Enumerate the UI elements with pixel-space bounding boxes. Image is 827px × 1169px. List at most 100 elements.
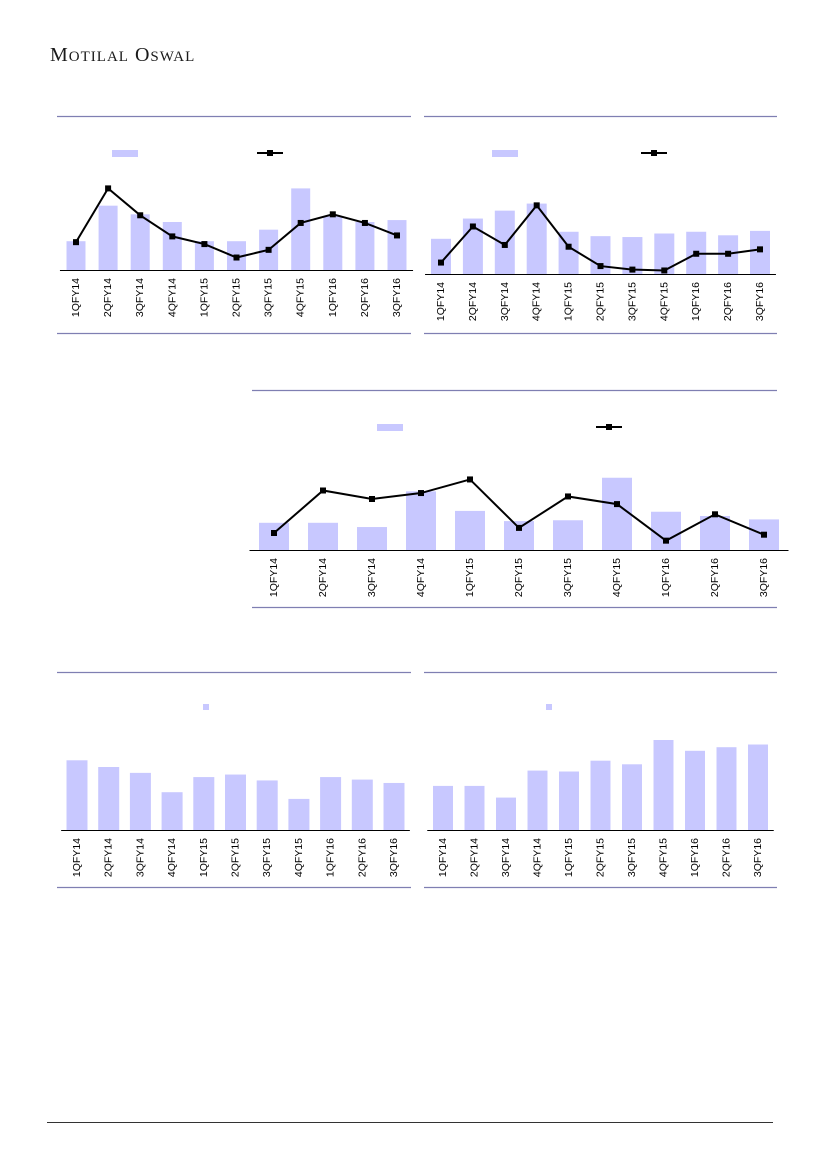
line-point bbox=[565, 493, 571, 500]
line-point bbox=[137, 212, 144, 219]
legend-line-marker bbox=[267, 150, 273, 156]
x-tick-label: 3QFY16 bbox=[391, 278, 403, 317]
line-point bbox=[533, 202, 540, 209]
bar bbox=[259, 522, 289, 550]
x-tick-label: 3QFY15 bbox=[626, 838, 638, 877]
x-tick-label: 4QFY15 bbox=[658, 838, 670, 877]
chart-panel-4: 1QFY14 2QFY14 3QFY14 4QFY14 1QFY15 2QFY15 3QFY… bbox=[57, 671, 411, 889]
bar bbox=[651, 511, 681, 550]
x-tick-label: 4QFY14 bbox=[166, 278, 178, 317]
x-tick-label: 4QFY15 bbox=[658, 282, 670, 321]
legend-bar-swatch bbox=[546, 704, 552, 710]
chart-panel-5: 1QFY14 2QFY14 3QFY14 4QFY14 1QFY15 2QFY15 3QFY… bbox=[424, 671, 777, 889]
bar bbox=[750, 230, 770, 274]
line-point bbox=[73, 239, 79, 246]
bar bbox=[602, 477, 632, 550]
bar bbox=[98, 767, 120, 830]
x-tick-label: 3QFY14 bbox=[134, 838, 146, 877]
bar bbox=[496, 797, 516, 830]
bar bbox=[590, 236, 611, 274]
x-tick-label: 4QFY14 bbox=[531, 282, 543, 321]
bar bbox=[431, 238, 451, 274]
line-point bbox=[663, 537, 669, 544]
line-point bbox=[265, 246, 272, 253]
x-tick-label: 1QFY14 bbox=[71, 838, 83, 877]
bar bbox=[590, 760, 611, 830]
x-tick-label: 3QFY14 bbox=[366, 558, 378, 597]
chart-svg: 1QFY14 2QFY14 3QFY14 4QFY14 1QFY15 2QFY15 3QFY… bbox=[424, 115, 777, 335]
brand-logo: MOTILAL OSWAL bbox=[50, 44, 196, 66]
chart-svg: 1QFY14 2QFY14 3QFY14 4QFY14 1QFY15 2QFY15 3QFY… bbox=[57, 115, 414, 335]
line-point bbox=[418, 490, 424, 497]
x-tick-label: 1QFY16 bbox=[325, 838, 337, 877]
line-point bbox=[712, 511, 718, 518]
bar bbox=[193, 777, 215, 830]
line-point bbox=[725, 250, 732, 257]
bar bbox=[455, 510, 485, 550]
x-tick-label: 1QFY15 bbox=[198, 278, 210, 317]
legend-bar-swatch bbox=[112, 150, 138, 157]
chart-svg: 1QFY14 2QFY14 3QFY14 4QFY14 1QFY15 2QFY15 3QFY… bbox=[57, 671, 411, 889]
bar bbox=[527, 770, 548, 830]
line-point bbox=[329, 211, 336, 218]
bar bbox=[66, 760, 88, 830]
line-point bbox=[438, 259, 444, 266]
bar bbox=[653, 740, 674, 830]
x-tick-label: 3QFY16 bbox=[758, 558, 770, 597]
bar bbox=[129, 772, 151, 830]
bar bbox=[622, 237, 643, 274]
bar bbox=[685, 750, 705, 830]
line-point bbox=[320, 487, 326, 494]
line-point bbox=[361, 219, 368, 226]
line-point bbox=[169, 233, 176, 240]
bar bbox=[194, 241, 214, 270]
x-tick-label: 1QFY16 bbox=[690, 282, 702, 321]
bar bbox=[383, 782, 405, 830]
chart-svg: 1QFY14 2QFY14 3QFY14 4QFY14 1QFY15 2QFY15 3QFY… bbox=[249, 389, 789, 609]
bar bbox=[433, 785, 453, 830]
x-tick-label: 1QFY15 bbox=[198, 838, 210, 877]
bar bbox=[748, 744, 768, 830]
x-tick-label: 3QFY15 bbox=[626, 282, 638, 321]
legend-bar-swatch bbox=[203, 704, 209, 710]
x-tick-label: 1QFY14 bbox=[437, 838, 449, 877]
bar bbox=[558, 231, 579, 274]
legend-line-marker bbox=[651, 150, 657, 156]
x-tick-label: 1QFY14 bbox=[435, 282, 447, 321]
line-point bbox=[693, 250, 700, 257]
chart-panel-2: 1QFY14 2QFY14 3QFY14 4QFY14 1QFY15 2QFY15 3QFY… bbox=[424, 115, 777, 335]
x-tick-label: 3QFY16 bbox=[754, 282, 766, 321]
x-tick-label: 3QFY15 bbox=[562, 558, 574, 597]
bar bbox=[622, 764, 642, 830]
bar bbox=[291, 188, 311, 270]
x-tick-label: 2QFY15 bbox=[513, 558, 525, 597]
x-tick-label: 2QFY14 bbox=[103, 838, 115, 877]
x-tick-label: 1QFY15 bbox=[563, 282, 575, 321]
x-tick-label: 4QFY15 bbox=[293, 838, 305, 877]
x-tick-label: 4QFY14 bbox=[166, 838, 178, 877]
chart-svg: 1QFY14 2QFY14 3QFY14 4QFY14 1QFY15 2QFY15 3QFY… bbox=[424, 671, 777, 889]
x-tick-label: 3QFY16 bbox=[752, 838, 764, 877]
line-point bbox=[233, 254, 240, 261]
line-point bbox=[201, 241, 208, 248]
bar bbox=[225, 774, 246, 830]
bar bbox=[559, 771, 579, 830]
x-tick-label: 2QFY14 bbox=[469, 838, 481, 877]
bar bbox=[323, 216, 343, 270]
bar bbox=[654, 233, 675, 274]
x-tick-label: 2QFY16 bbox=[709, 558, 721, 597]
legend-bar-swatch bbox=[492, 150, 518, 157]
bar bbox=[355, 222, 375, 270]
line-point bbox=[565, 243, 572, 250]
bar bbox=[66, 241, 86, 270]
bar bbox=[98, 205, 118, 270]
legend-line-marker bbox=[606, 424, 612, 430]
bar bbox=[716, 747, 737, 830]
bar bbox=[700, 516, 730, 550]
x-tick-label: 1QFY14 bbox=[70, 278, 82, 317]
line-point bbox=[516, 524, 522, 531]
bar bbox=[162, 222, 182, 270]
line-point bbox=[297, 219, 304, 226]
x-tick-label: 4QFY15 bbox=[611, 558, 623, 597]
x-tick-label: 1QFY16 bbox=[660, 558, 672, 597]
